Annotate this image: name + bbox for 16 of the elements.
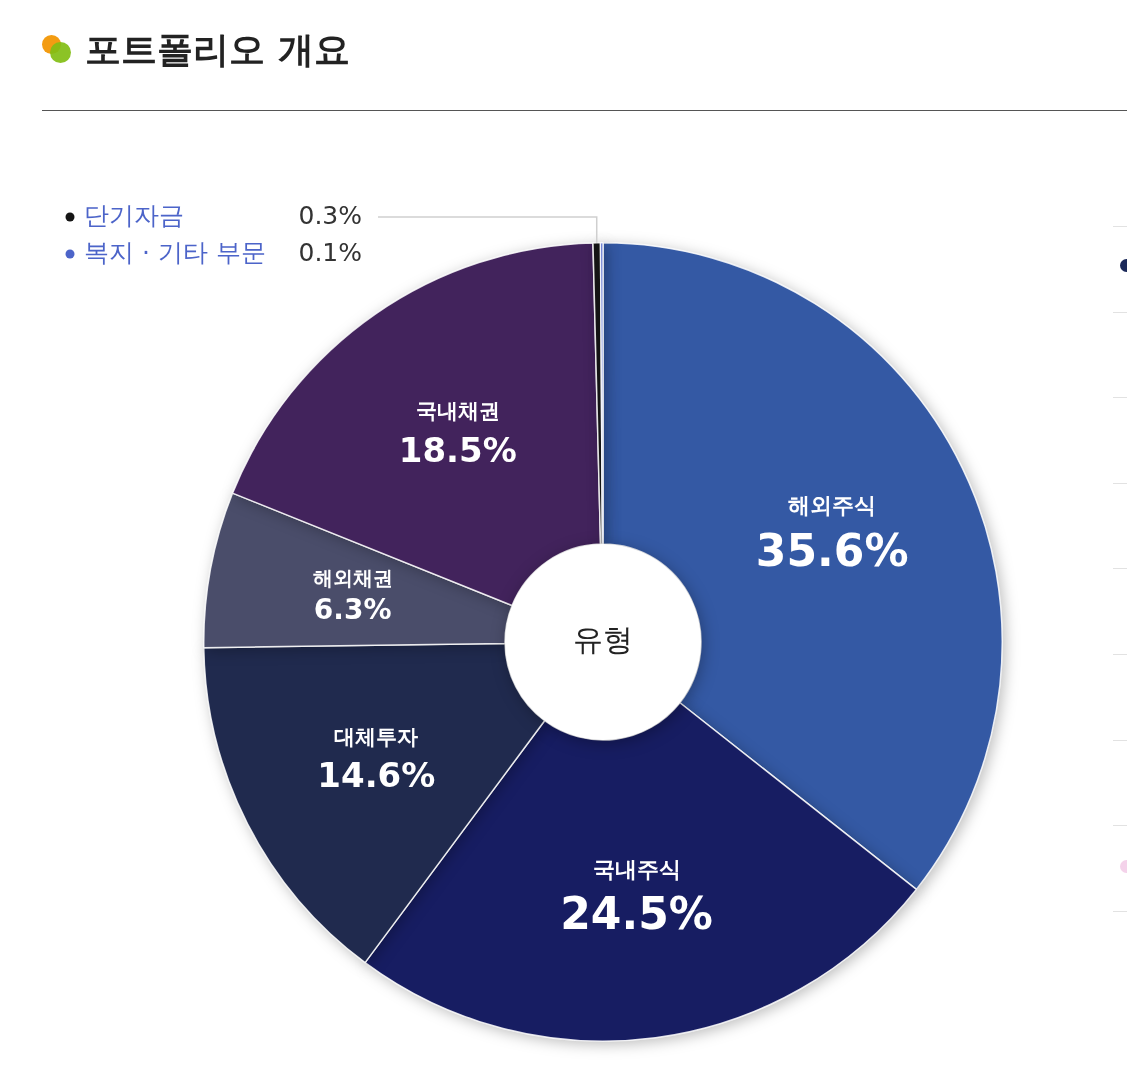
data-label: 6.3% [313, 592, 392, 626]
legend-label: 단기자금 [84, 200, 184, 230]
slice-label: 국내주식 [592, 856, 681, 882]
data-label: 0.3% [298, 200, 362, 230]
slice-label: 해외채권 [312, 565, 393, 590]
legend-label: 복지 · 기타 부문 [84, 237, 266, 267]
data-label: 24.5% [560, 888, 713, 940]
slice-label: 해외주식 [788, 493, 877, 519]
data-label: 35.6% [755, 524, 909, 576]
text: 유형 [573, 621, 633, 657]
slice-label: 대체투자 [334, 724, 419, 749]
data-label: 18.5% [398, 429, 517, 470]
slice-label: 국내채권 [415, 399, 500, 424]
data-label: 0.1% [298, 237, 362, 267]
data-label: 14.6% [317, 754, 436, 795]
chart-title: 포트폴리오 개요 [85, 28, 350, 72]
